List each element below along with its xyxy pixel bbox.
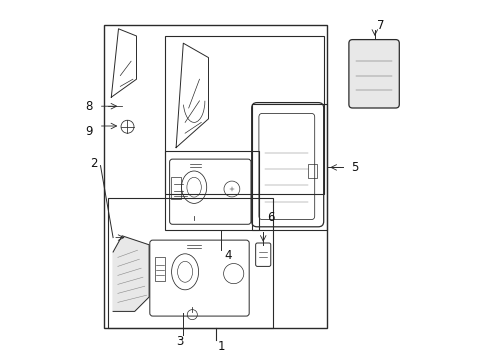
Bar xyxy=(154,257,164,281)
Bar xyxy=(170,177,181,199)
Text: 4: 4 xyxy=(224,249,232,262)
Polygon shape xyxy=(113,236,149,311)
Bar xyxy=(104,25,326,328)
Text: 3: 3 xyxy=(176,335,183,348)
Bar xyxy=(165,151,258,230)
Text: 8: 8 xyxy=(85,100,93,113)
Text: 5: 5 xyxy=(350,161,357,174)
Bar xyxy=(165,36,323,194)
Text: 1: 1 xyxy=(217,340,224,353)
Bar xyxy=(107,198,273,328)
Text: 7: 7 xyxy=(376,19,384,32)
Bar xyxy=(307,164,316,178)
FancyBboxPatch shape xyxy=(348,40,399,108)
Text: 2: 2 xyxy=(90,157,98,170)
Text: 6: 6 xyxy=(266,211,274,224)
Text: 9: 9 xyxy=(85,125,93,138)
Bar xyxy=(251,104,326,230)
